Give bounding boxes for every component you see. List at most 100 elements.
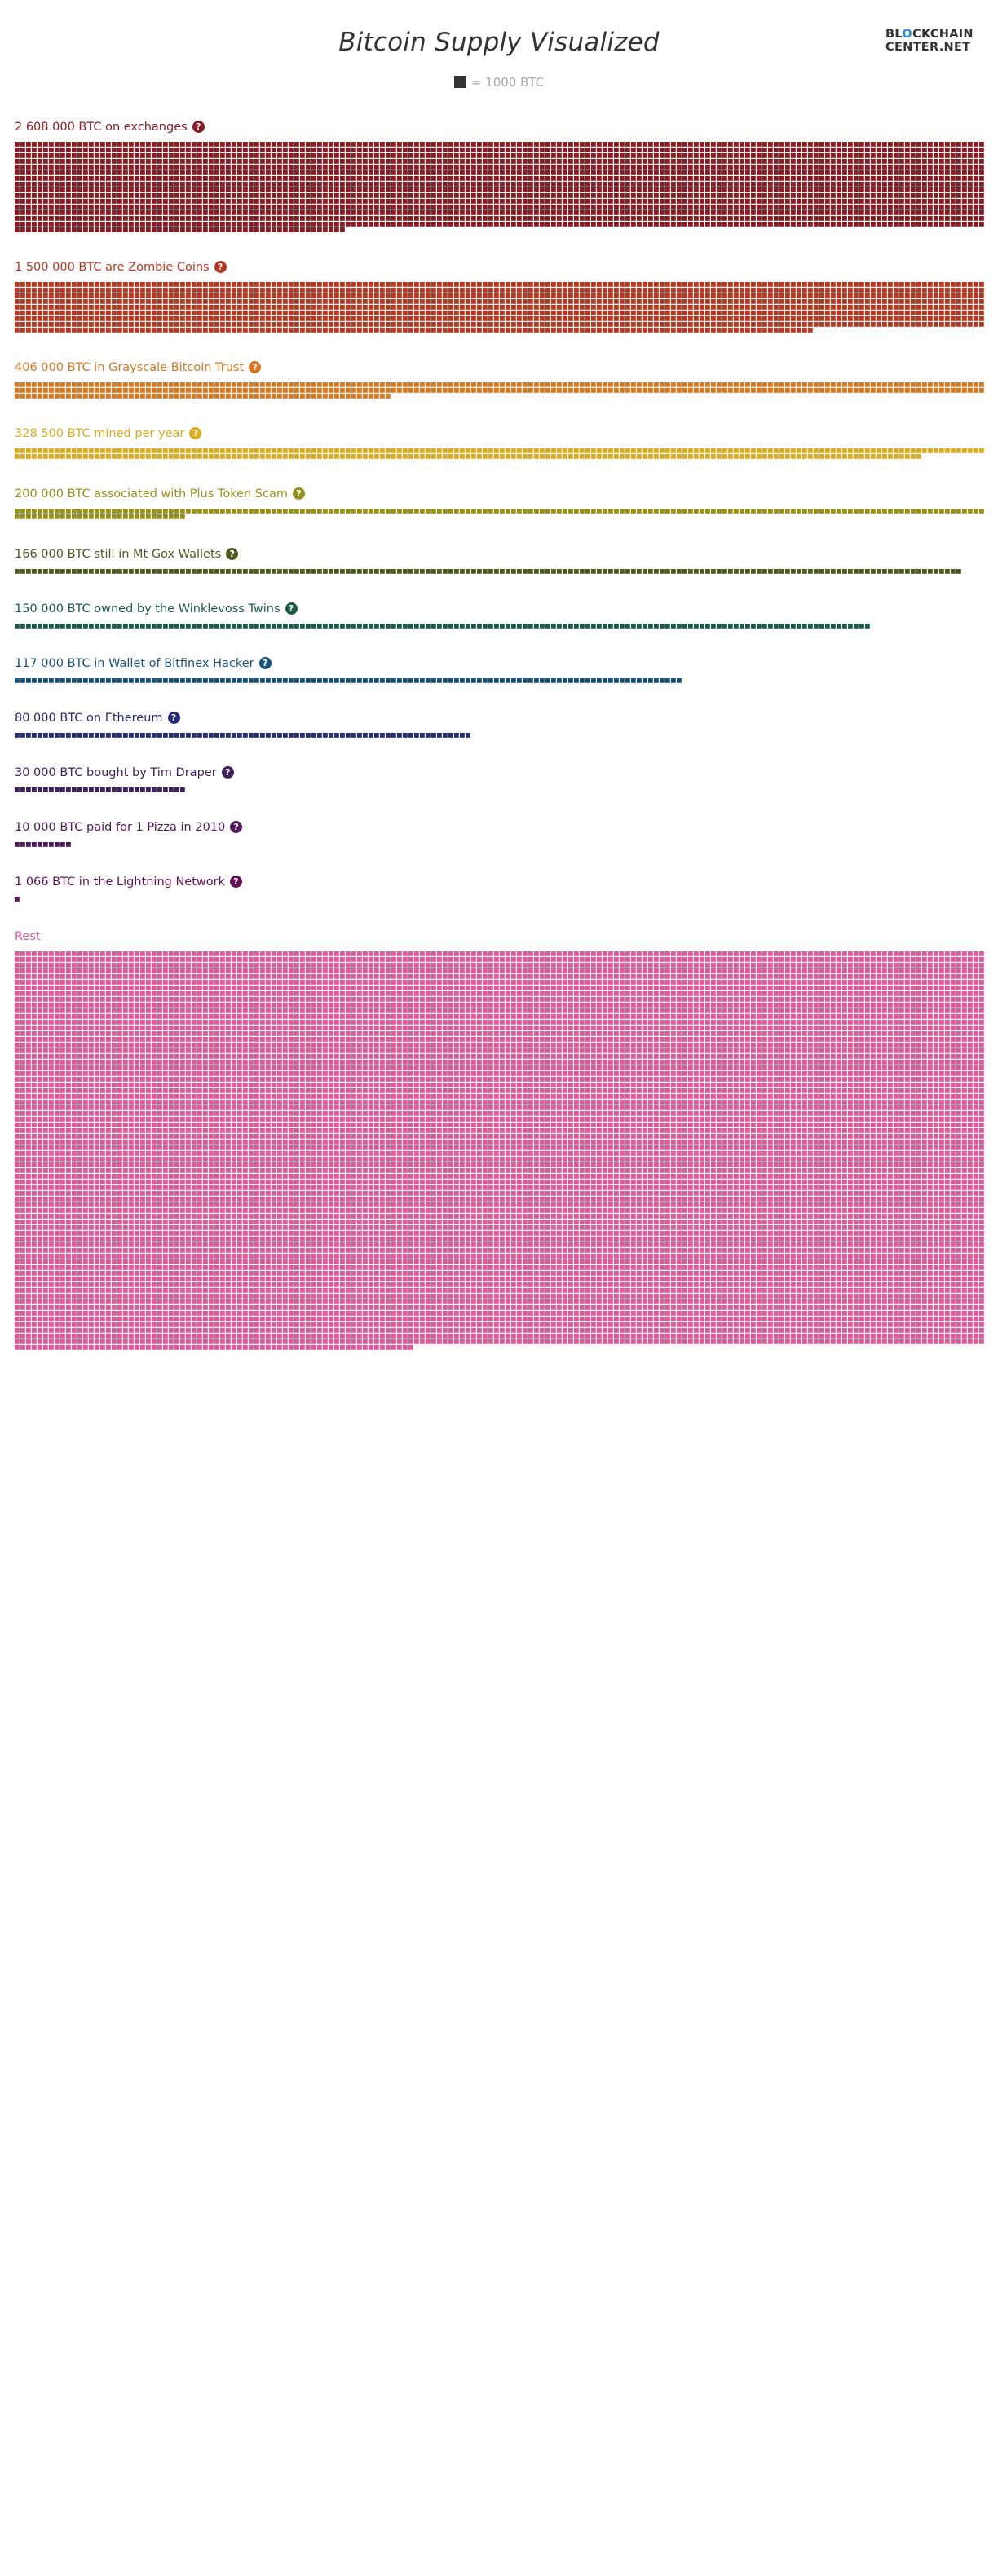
unit-square (802, 299, 807, 304)
unit-square (448, 509, 453, 514)
unit-square (671, 187, 676, 192)
unit-square (563, 305, 567, 310)
unit-square (277, 159, 282, 164)
unit-square (140, 205, 145, 210)
unit-square (243, 210, 248, 215)
unit-square (454, 176, 459, 181)
unit-square (129, 322, 134, 327)
unit-square (837, 193, 841, 198)
unit-square (414, 448, 419, 453)
unit-square (797, 142, 801, 147)
unit-square (871, 176, 876, 181)
unit-square (882, 142, 887, 147)
unit-square (620, 388, 625, 393)
unit-square (608, 316, 613, 321)
unit-square (842, 222, 847, 227)
unit-square (311, 142, 316, 147)
unit-square (95, 227, 99, 232)
unit-square (688, 210, 693, 215)
unit-square (32, 227, 37, 232)
unit-square (483, 454, 488, 459)
unit-square (831, 165, 836, 170)
unit-square (209, 193, 214, 198)
unit-square (603, 210, 607, 215)
unit-square (254, 299, 259, 304)
unit-square (243, 316, 248, 321)
unit-square (443, 282, 448, 287)
unit-square (140, 210, 145, 215)
unit-square (26, 288, 31, 293)
unit-square (95, 222, 99, 227)
unit-square (89, 316, 94, 321)
unit-square (32, 210, 37, 215)
unit-square (403, 288, 408, 293)
unit-square (283, 153, 288, 158)
unit-square (232, 176, 236, 181)
unit-square (83, 182, 88, 187)
unit-square (534, 210, 539, 215)
unit-square (323, 176, 328, 181)
unit-square (563, 182, 567, 187)
unit-square (700, 210, 704, 215)
unit-square (15, 305, 20, 310)
unit-square (209, 316, 214, 321)
unit-square (66, 170, 71, 175)
unit-square (180, 388, 185, 393)
unit-square (135, 305, 139, 310)
unit-square (745, 316, 750, 321)
unit-square (603, 142, 607, 147)
unit-square (603, 288, 607, 293)
unit-square (899, 299, 904, 304)
unit-square (77, 282, 82, 287)
unit-square (272, 328, 276, 333)
unit-square (60, 227, 65, 232)
unit-square (928, 176, 933, 181)
unit-square (768, 216, 773, 221)
unit-square (448, 205, 453, 210)
unit-square (454, 222, 459, 227)
unit-square (877, 388, 881, 393)
unit-square (60, 159, 65, 164)
unit-square (620, 153, 625, 158)
unit-square (905, 382, 910, 387)
unit-square (654, 182, 659, 187)
unit-square (203, 222, 208, 227)
unit-square (488, 299, 493, 304)
unit-square (226, 210, 231, 215)
unit-square (899, 205, 904, 210)
unit-square (545, 293, 550, 298)
unit-square (397, 216, 402, 221)
unit-square (671, 222, 676, 227)
unit-square (483, 153, 488, 158)
unit-square (100, 288, 105, 293)
unit-square (89, 159, 94, 164)
unit-square (220, 394, 225, 399)
unit-square (77, 316, 82, 321)
unit-square (186, 382, 191, 387)
unit-square (979, 288, 984, 293)
unit-square (38, 165, 42, 170)
unit-square (317, 454, 322, 459)
unit-square (654, 322, 659, 327)
unit-square (329, 193, 333, 198)
unit-square (791, 311, 796, 315)
unit-square (226, 182, 231, 187)
unit-square (152, 170, 157, 175)
unit-square (351, 159, 356, 164)
unit-square (329, 216, 333, 221)
unit-square (614, 316, 619, 321)
unit-square (180, 227, 185, 232)
unit-square (95, 176, 99, 181)
unit-square (83, 222, 88, 227)
unit-square (72, 227, 77, 232)
unit-square (899, 454, 904, 459)
unit-square (865, 222, 870, 227)
unit-square (968, 316, 973, 321)
unit-square (106, 199, 111, 204)
unit-square (260, 322, 265, 327)
unit-square (934, 153, 938, 158)
unit-square (334, 199, 339, 204)
unit-square (277, 305, 282, 310)
unit-square (523, 382, 528, 387)
unit-square (323, 199, 328, 204)
